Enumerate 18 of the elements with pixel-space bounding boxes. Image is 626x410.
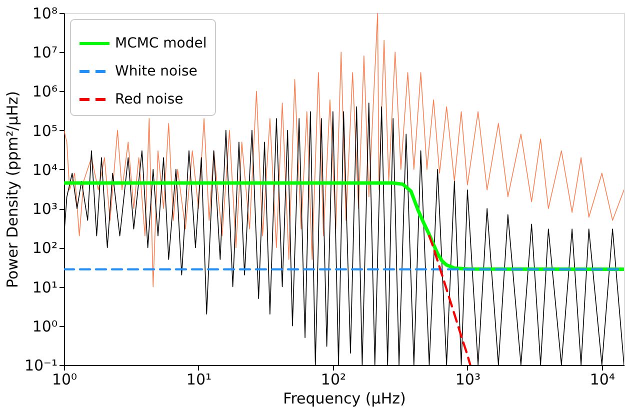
x-tick-label: 10¹ xyxy=(186,370,212,388)
y-tick-label: 10⁷ xyxy=(32,44,58,62)
x-tick-label: 10⁴ xyxy=(590,370,615,388)
y-tick-label: 10² xyxy=(32,239,58,258)
legend-label: MCMC model xyxy=(115,36,207,52)
y-tick-label: 10⁵ xyxy=(32,122,58,140)
y-axis-title: Power Density (ppm²/μHz) xyxy=(3,90,22,288)
legend-label: Red noise xyxy=(115,92,184,108)
y-tick-label: 10⁸ xyxy=(32,4,58,22)
x-tick-label: 10³ xyxy=(455,370,480,388)
x-axis-title: Frequency (μHz) xyxy=(283,390,406,408)
y-tick-label: 10¹ xyxy=(32,278,58,296)
y-tick-label: 10⁴ xyxy=(32,160,58,179)
y-tick-label: 10⁶ xyxy=(32,82,58,101)
y-tick-label: 10⁰ xyxy=(32,317,58,336)
legend-label: White noise xyxy=(115,64,198,80)
x-tick-label: 10² xyxy=(320,370,346,388)
y-tick-label: 10³ xyxy=(32,200,58,218)
